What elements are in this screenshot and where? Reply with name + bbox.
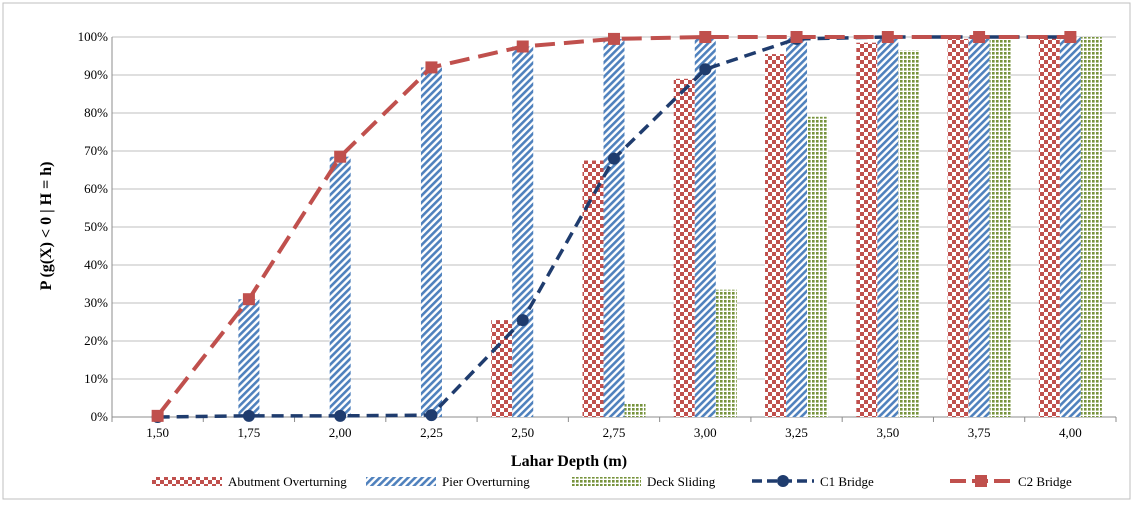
abutment-overturning-bar	[947, 38, 969, 418]
abutment-overturning-bar	[1038, 37, 1060, 417]
legend-label: C1 Bridge	[820, 474, 874, 489]
legend-marker	[777, 475, 789, 487]
x-tick-label: 2,25	[420, 425, 443, 440]
pier-overturning-bar	[512, 46, 534, 417]
y-tick-label: 30%	[84, 295, 108, 310]
pier-overturning-bar	[603, 38, 625, 418]
x-tick-label: 3,25	[785, 425, 808, 440]
c2-bridge-marker	[151, 409, 164, 422]
c2-bridge-marker	[973, 31, 986, 43]
y-tick-label: 40%	[84, 257, 108, 272]
legend-label: Abutment Overturning	[228, 474, 347, 489]
x-tick-label: 3,50	[876, 425, 899, 440]
deck-sliding-bar	[807, 116, 829, 418]
y-tick-label: 20%	[84, 333, 108, 348]
legend-label: Deck Sliding	[647, 474, 716, 489]
lines	[151, 31, 1077, 423]
y-tick-label: 70%	[84, 143, 108, 158]
y-tick-label: 80%	[84, 105, 108, 120]
legend-pier-overturning: Pier Overturning	[366, 474, 530, 489]
x-tick-label: 1,50	[146, 425, 169, 440]
c2-bridge-marker	[881, 31, 894, 43]
x-tick-label: 3,75	[968, 425, 991, 440]
legend-swatch	[366, 477, 436, 486]
c1-bridge-marker	[699, 63, 712, 76]
pier-overturning-bar	[968, 37, 990, 417]
c2-bridge-marker	[242, 293, 255, 306]
abutment-overturning-bar	[765, 54, 787, 417]
deck-sliding-bar	[624, 403, 646, 417]
legend-marker	[975, 475, 987, 487]
bars	[238, 37, 1102, 418]
y-tick-label: 90%	[84, 67, 108, 82]
x-tick-label: 2,50	[511, 425, 534, 440]
legend-label: Pier Overturning	[442, 474, 530, 489]
x-tick-label: 1,75	[238, 425, 261, 440]
c2-bridge-marker	[699, 31, 712, 43]
legend-swatch	[152, 477, 222, 486]
c2-bridge-marker	[334, 150, 347, 163]
pier-overturning-bar	[420, 67, 442, 418]
y-tick-label: 100%	[78, 29, 109, 44]
y-tick-label: 10%	[84, 371, 108, 386]
c2-bridge-marker	[425, 61, 438, 74]
legend-c1-bridge: C1 Bridge	[752, 474, 874, 489]
deck-sliding-bar	[989, 38, 1011, 418]
x-tick-label: 2,00	[329, 425, 352, 440]
c2-bridge-line	[156, 35, 1071, 418]
legend-c2-bridge: C2 Bridge	[950, 474, 1072, 489]
legend-abutment-overturning: Abutment Overturning	[152, 474, 347, 489]
c1-bridge-marker	[516, 314, 529, 327]
deck-sliding-bar	[715, 289, 737, 417]
chart-frame	[2, 2, 1131, 500]
legend: Abutment Overturning Pier Overturning Deck…	[152, 474, 1072, 489]
abutment-overturning-bar	[856, 42, 878, 417]
y-tick-label: 60%	[84, 181, 108, 196]
legend-swatch	[571, 477, 641, 486]
pier-overturning-bar	[329, 156, 351, 417]
pier-overturning-bar	[238, 299, 260, 417]
y-tick-label: 50%	[84, 219, 108, 234]
c2-bridge-marker	[790, 31, 803, 43]
y-tick-label: 0%	[91, 409, 109, 424]
pier-overturning-bar	[786, 37, 808, 417]
abutment-overturning-bar	[582, 160, 604, 417]
c1-bridge-marker	[425, 409, 438, 422]
y-axis-title: P (g(X) < 0 | H = h)	[38, 162, 55, 291]
pier-overturning-bar	[1059, 37, 1081, 417]
pier-overturning-bar	[694, 37, 716, 417]
deck-sliding-bar	[898, 50, 920, 418]
c1-bridge-marker	[242, 409, 255, 422]
x-tick-label: 3,00	[694, 425, 717, 440]
pier-overturning-bar	[877, 37, 899, 417]
x-tick-label: 4,00	[1059, 425, 1082, 440]
c1-bridge-marker	[608, 152, 620, 165]
legend-deck-sliding: Deck Sliding	[571, 474, 716, 489]
y-tick-labels: 0% 10% 20% 30% 40% 50% 60% 70% 80% 90% 100%	[78, 29, 109, 424]
legend-label: C2 Bridge	[1018, 474, 1072, 489]
c1-bridge-marker	[334, 409, 347, 422]
deck-sliding-bar	[1080, 37, 1102, 417]
abutment-overturning-bar	[491, 320, 513, 417]
x-axis-title: Lahar Depth (m)	[511, 453, 627, 470]
c2-bridge-marker	[516, 40, 529, 53]
c2-bridge-marker	[1064, 31, 1077, 43]
abutment-overturning-bar	[673, 78, 695, 418]
x-tick-labels: 1,50 1,75 2,00 2,25 2,50 2,75 3,00 3,25 3,50 3,75…	[146, 425, 1081, 440]
x-tick-label: 2,75	[603, 425, 626, 440]
c2-bridge-marker	[608, 32, 620, 45]
